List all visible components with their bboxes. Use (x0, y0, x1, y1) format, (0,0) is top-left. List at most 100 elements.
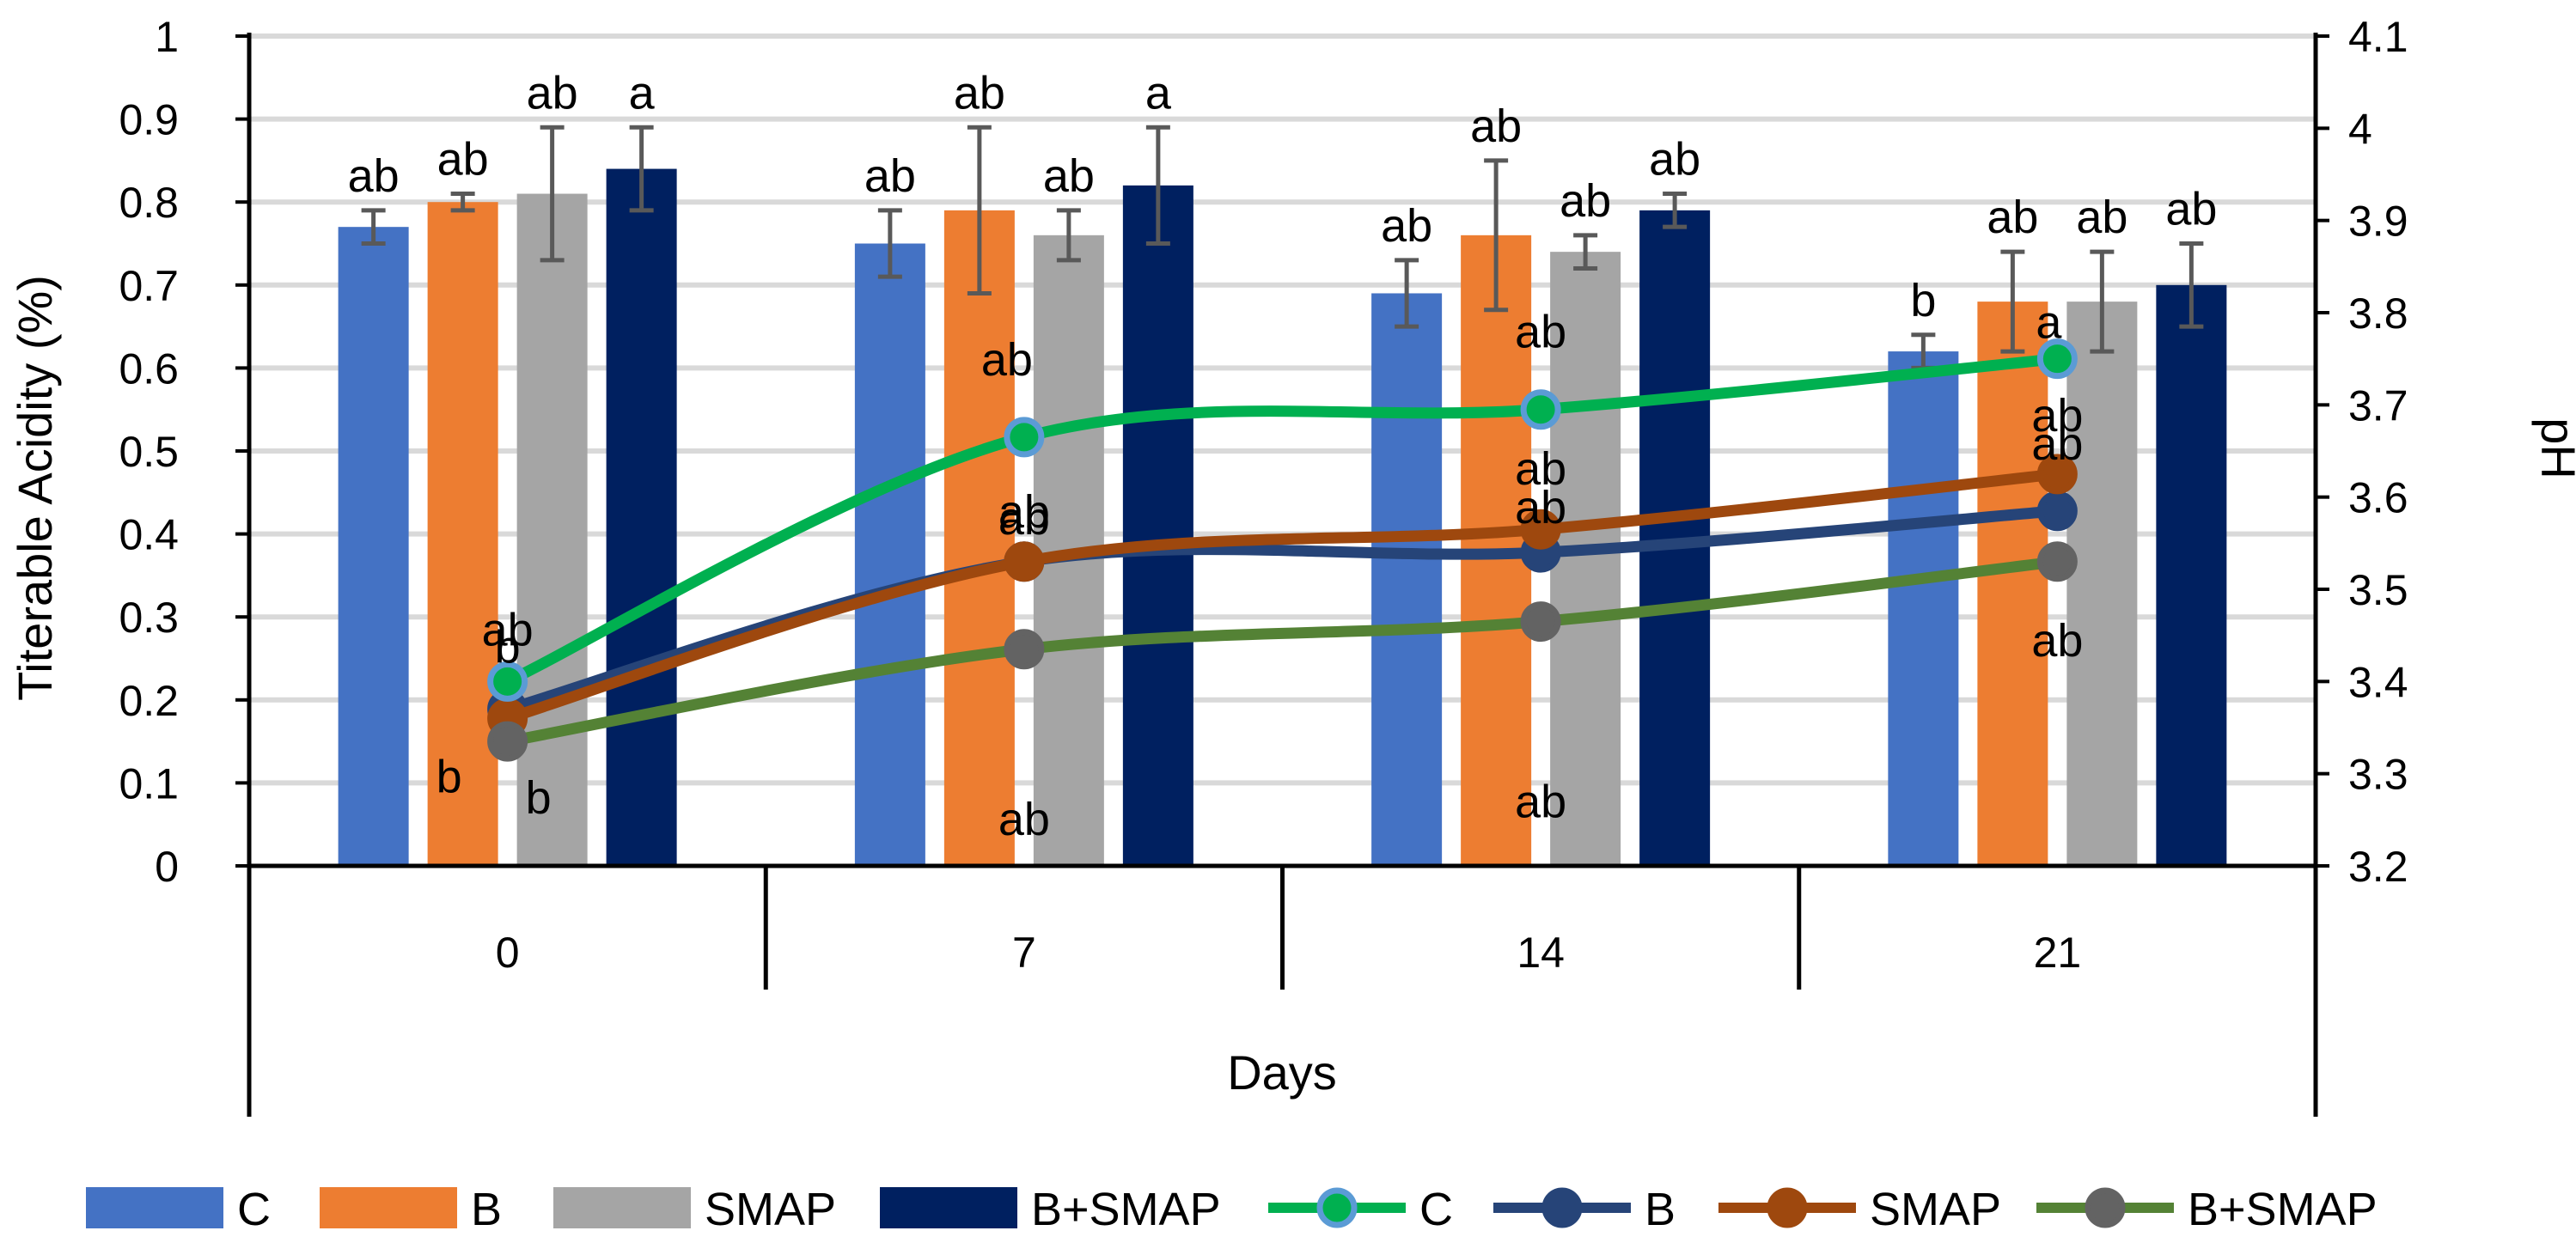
y-tick-label: 0 (155, 843, 179, 891)
bar-sig-label: a (629, 67, 656, 119)
y2-axis-title: pH (2531, 417, 2576, 479)
marker-b-day-21 (2036, 490, 2078, 532)
bar-c-day-0 (338, 227, 409, 866)
bar-smap-day-0 (516, 193, 588, 867)
line-sig-label: b (526, 772, 552, 824)
error-bars-group (361, 125, 2204, 370)
legend-swatch-marker-c (1316, 1187, 1358, 1228)
y2-tick-label: 3.7 (2348, 381, 2408, 430)
bar-b-day-21 (1977, 302, 2048, 866)
y-tick-label: 0.8 (119, 179, 179, 227)
line-c (502, 353, 2063, 687)
line-sig-label: ab (2031, 390, 2083, 442)
y-tick-label: 0.6 (119, 344, 179, 393)
bar-b-plus-smap-day-0 (606, 168, 677, 866)
line-b-plus-smap (502, 556, 2063, 747)
y2-tick-label: 3.5 (2348, 566, 2408, 614)
legend-swatch-marker-b (1541, 1187, 1583, 1228)
bar-sig-label: a (1145, 67, 1172, 119)
x-tick-label: 0 (496, 929, 520, 977)
y2-tick-label: 3.8 (2348, 289, 2408, 338)
line-sig-label: ab (981, 334, 1033, 386)
marker-c-day-0 (487, 661, 528, 702)
bar-smap-day-14 (1550, 252, 1621, 866)
line-sig-label: a (2036, 297, 2062, 349)
marker-c-day-14 (1520, 389, 1561, 430)
bar-sig-label: ab (2076, 192, 2127, 243)
line-sig-label: b (495, 621, 521, 673)
y-tick-label: 0.4 (119, 511, 179, 559)
legend-label: B (1645, 1184, 1676, 1235)
legend-label: C (237, 1184, 271, 1235)
bar-sig-label: ab (1381, 200, 1432, 252)
y2-tick-label: 3.6 (2348, 474, 2408, 522)
line-sig-label: b (436, 751, 462, 802)
line-series-group (487, 338, 2078, 762)
line-sig-label: ab (482, 605, 534, 656)
gridlines (249, 34, 2316, 786)
legend-swatch-bar-c (86, 1187, 223, 1228)
x-tick-label: 14 (1517, 929, 1565, 977)
legend-label: C (1419, 1184, 1453, 1235)
bar-b-day-0 (427, 202, 498, 866)
y2-tick-label: 3.3 (2348, 751, 2408, 799)
bar-sig-label: ab (1043, 150, 1095, 202)
x-axis-title: Days (1227, 1045, 1337, 1100)
line-sig-label: ab (1515, 482, 1566, 533)
bar-c-day-7 (854, 243, 925, 866)
line-sig-label: ab (1515, 307, 1566, 358)
axes-group: 0 0.1 0.2 0.3 0.4 0.5 0.6 0.7 0.8 0.9 1 3.2 3.3 3.4 3.… (119, 13, 2408, 1117)
bar-series-group (338, 168, 2227, 867)
y2-tick-label: 4.1 (2348, 13, 2408, 61)
bar-sig-label: b (1910, 275, 1936, 326)
y-tick-label: 0.3 (119, 594, 179, 642)
marker-smap-day-7 (1004, 541, 1045, 582)
bar-sig-label: ab (348, 150, 400, 202)
bar-smap-day-21 (2066, 302, 2138, 866)
bar-sig-label: ab (1649, 134, 1700, 186)
y2-tick-label: 3.2 (2348, 843, 2408, 891)
bar-sig-label: ab (954, 67, 1005, 119)
line-sig-label: ab (1515, 777, 1566, 828)
x-tick-label: 7 (1012, 929, 1036, 977)
bar-b-plus-smap-day-21 (2156, 284, 2227, 866)
bar-b-plus-smap-day-7 (1122, 185, 1193, 866)
marker-smap-day-14 (1520, 509, 1561, 550)
marker-b-plus-smap-day-21 (2036, 541, 2078, 582)
bar-c-day-14 (1371, 293, 1443, 867)
marker-b-plus-smap-day-7 (1004, 629, 1045, 670)
legend: C B SMAP B+SMAP C B SMAP B+SMAP (86, 1184, 2378, 1235)
line-sig-label: ab (1515, 443, 1566, 495)
bar-sig-label: ab (1987, 192, 2038, 243)
legend-label: SMAP (705, 1184, 836, 1235)
line-sig-label: ab (2031, 418, 2083, 470)
y2-tick-label: 3.9 (2348, 198, 2408, 246)
line-sig-label: ab (998, 794, 1050, 845)
legend-swatch-bar-smap (553, 1187, 691, 1228)
y-tick-label: 0.1 (119, 759, 179, 807)
y-tick-label: 0.5 (119, 428, 179, 476)
bar-sig-label: ab (2165, 184, 2217, 235)
marker-b-plus-smap-day-14 (1520, 601, 1561, 643)
bar-sig-label: ab (1470, 101, 1522, 152)
line-b (502, 505, 2063, 716)
marker-c-day-7 (1004, 417, 1045, 458)
y-tick-label: 0.2 (119, 677, 179, 725)
line-smap (502, 468, 2063, 724)
legend-swatch-marker-b-plus-smap (2085, 1187, 2126, 1228)
legend-swatch-marker-smap (1767, 1187, 1808, 1228)
bar-b-day-7 (943, 210, 1015, 867)
legend-label: B (471, 1184, 502, 1235)
legend-swatch-bar-b-plus-smap (880, 1187, 1017, 1228)
line-sig-label: ab (998, 493, 1050, 545)
y-tick-label: 0.7 (119, 262, 179, 310)
line-sig-label: ab (998, 486, 1050, 538)
marker-smap-day-21 (2036, 454, 2078, 495)
y2-tick-label: 4 (2348, 105, 2372, 153)
y-tick-label: 0.9 (119, 96, 179, 144)
line-sig-label: ab (2031, 615, 2083, 667)
legend-label: B+SMAP (1031, 1184, 1221, 1235)
x-tick-label: 21 (2034, 929, 2082, 977)
